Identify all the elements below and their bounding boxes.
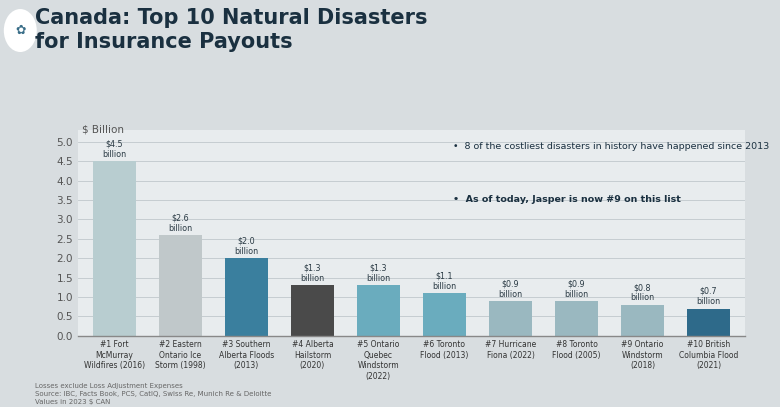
Bar [621, 305, 664, 336]
Text: $2.6
billion: $2.6 billion [168, 213, 193, 233]
Bar [291, 285, 334, 336]
Text: ✿: ✿ [15, 24, 26, 37]
Text: Canada: Top 10 Natural Disasters
for Insurance Payouts: Canada: Top 10 Natural Disasters for Ins… [35, 8, 427, 52]
Text: $1.3
billion: $1.3 billion [367, 264, 391, 283]
Text: $0.9
billion: $0.9 billion [565, 279, 589, 299]
Bar [489, 301, 532, 336]
Text: $2.0
billion: $2.0 billion [234, 236, 258, 256]
Bar [357, 285, 400, 336]
Text: •  8 of the costliest disasters in history have happened since 2013: • 8 of the costliest disasters in histor… [453, 142, 770, 151]
Circle shape [4, 9, 37, 52]
Bar [555, 301, 598, 336]
Text: Losses exclude Loss Adjustment Expenses
Source: IBC, Facts Book, PCS, CatIQ, Swi: Losses exclude Loss Adjustment Expenses … [35, 383, 271, 405]
Text: $ Billion: $ Billion [82, 124, 124, 134]
Text: $0.8
billion: $0.8 billion [630, 283, 654, 302]
Text: $4.5
billion: $4.5 billion [102, 140, 126, 159]
Text: $0.7
billion: $0.7 billion [697, 287, 721, 306]
Bar [93, 161, 136, 336]
Text: $1.3
billion: $1.3 billion [300, 264, 324, 283]
Bar [687, 309, 730, 336]
Text: $1.1
billion: $1.1 billion [432, 271, 456, 291]
Text: $0.9
billion: $0.9 billion [498, 279, 523, 299]
Bar [423, 293, 466, 336]
Text: •  As of today, Jasper is now #9 on this list: • As of today, Jasper is now #9 on this … [453, 195, 681, 204]
Bar [225, 258, 268, 336]
Bar [159, 235, 202, 336]
